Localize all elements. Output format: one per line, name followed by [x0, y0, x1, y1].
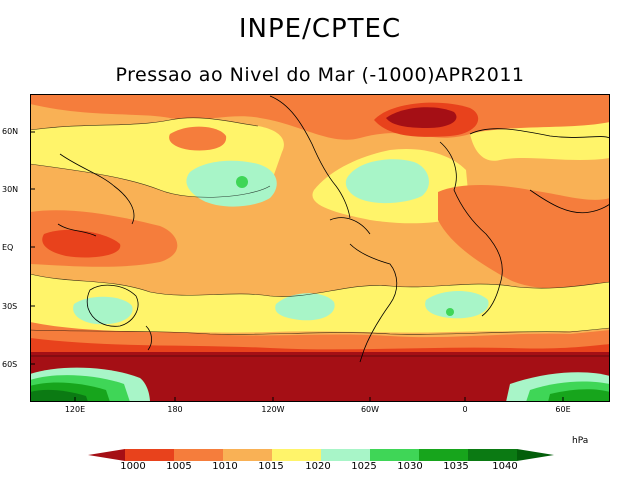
legend-level-label: 1030 — [397, 461, 423, 472]
lat-label-60n: 60N — [2, 127, 19, 136]
map-title: INPE/CPTEC — [238, 14, 402, 44]
lat-label-eq: EQ — [2, 243, 14, 252]
legend-level-label: 1035 — [443, 461, 469, 472]
color-bar-segment — [419, 449, 468, 461]
color-bar-segment — [370, 449, 419, 461]
color-bar-segment — [321, 449, 370, 461]
lon-label-0: 0 — [462, 405, 468, 414]
lon-label-120w: 120W — [261, 405, 285, 414]
lon-label-120e: 120E — [64, 405, 86, 414]
legend-level-label: 1010 — [212, 461, 238, 472]
color-bar-segment — [223, 449, 272, 461]
legend-level-label: 1040 — [492, 461, 518, 472]
color-bar-segment — [88, 449, 125, 461]
lon-label-180: 180 — [167, 405, 183, 414]
color-bar-segment — [468, 449, 517, 461]
legend-level-label: 1000 — [120, 461, 146, 472]
color-bar-segment — [174, 449, 223, 461]
color-bar-segment — [125, 449, 174, 461]
legend-level-label: 1005 — [166, 461, 192, 472]
legend-unit: hPa — [572, 436, 589, 446]
lat-label-30s: 30S — [2, 302, 18, 311]
color-bar-segment — [517, 449, 554, 461]
color-bar-segment — [272, 449, 321, 461]
map-subtitle: Pressao ao Nivel do Mar (-1000)APR2011 — [115, 64, 525, 86]
color-bar — [88, 449, 554, 461]
pressure-map — [30, 94, 610, 402]
legend-level-label: 1020 — [305, 461, 331, 472]
lat-label-60s: 60S — [2, 360, 18, 369]
lon-label-60e: 60E — [555, 405, 571, 414]
lat-label-30n: 30N — [2, 185, 19, 194]
lon-label-60w: 60W — [360, 405, 380, 414]
legend-level-label: 1015 — [258, 461, 284, 472]
legend-level-label: 1025 — [351, 461, 377, 472]
